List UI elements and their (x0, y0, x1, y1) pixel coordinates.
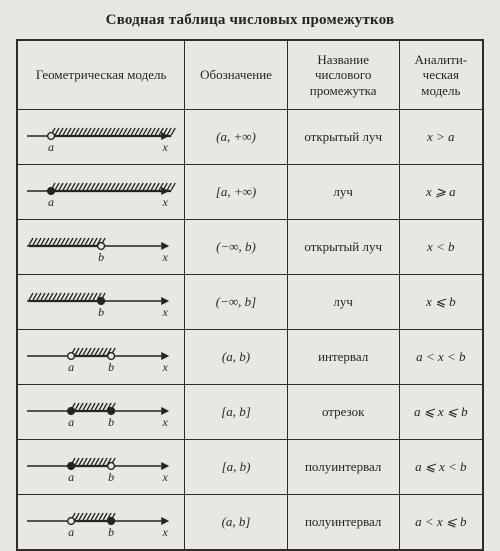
table-row: ax(a, +∞)открытый лучx > a (17, 110, 483, 165)
axis-point-label: a (48, 196, 54, 208)
interval-name: открытый луч (287, 110, 399, 165)
table-row: bx(−∞, b]лучx ⩽ b (17, 275, 483, 330)
axis-point-label: a (68, 361, 74, 373)
geom-model: bx (17, 275, 185, 330)
geom-model: ax (17, 110, 185, 165)
geom-model: abx (17, 330, 185, 385)
axis-point-label: a (48, 141, 54, 153)
axis-variable-label: x (163, 251, 168, 263)
intervals-table: Геометрическая модель Обозначение Назван… (16, 39, 484, 551)
axis-point-label: b (108, 526, 114, 538)
interval-name: луч (287, 165, 399, 220)
axis-variable-label: x (163, 196, 168, 208)
analytic-model: x > a (399, 110, 483, 165)
interval-notation: (a, +∞) (185, 110, 288, 165)
interval-name: полуинтервал (287, 440, 399, 495)
interval-notation: [a, b) (185, 440, 288, 495)
axis-variable-label: x (163, 526, 168, 538)
interval-name: открытый луч (287, 220, 399, 275)
axis-point-label: b (108, 361, 114, 373)
analytic-model: a ⩽ x ⩽ b (399, 385, 483, 440)
interval-name: интервал (287, 330, 399, 385)
interval-name: полуинтервал (287, 495, 399, 551)
geom-model: bx (17, 220, 185, 275)
geom-model: abx (17, 495, 185, 551)
table-row: a b x (a, b)интервалa < x < b (17, 330, 483, 385)
interval-notation: [a, b] (185, 385, 288, 440)
analytic-model: a < x ⩽ b (399, 495, 483, 551)
interval-notation: (a, b] (185, 495, 288, 551)
axis-point-label: a (68, 471, 74, 483)
interval-name: луч (287, 275, 399, 330)
analytic-model: x ⩾ a (399, 165, 483, 220)
header-analytic: Аналити- ческая модель (399, 40, 483, 110)
interval-notation: (a, b) (185, 330, 288, 385)
interval-name: отрезок (287, 385, 399, 440)
geom-model: ax (17, 165, 185, 220)
axis-point-label: a (68, 526, 74, 538)
analytic-model: a ⩽ x < b (399, 440, 483, 495)
axis-point-label: b (98, 251, 104, 263)
table-row: bx(−∞, b)открытый лучx < b (17, 220, 483, 275)
interval-notation: (−∞, b] (185, 275, 288, 330)
header-name: Название числового промежутка (287, 40, 399, 110)
analytic-model: x ⩽ b (399, 275, 483, 330)
header-notation: Обозначение (185, 40, 288, 110)
axis-variable-label: x (163, 471, 168, 483)
axis-point-label: b (108, 416, 114, 428)
interval-notation: (−∞, b) (185, 220, 288, 275)
analytic-model: a < x < b (399, 330, 483, 385)
table-row: ax[a, +∞)лучx ⩾ a (17, 165, 483, 220)
axis-variable-label: x (163, 416, 168, 428)
geom-model: abx (17, 385, 185, 440)
table-row: a b x (a, b]полуинтервалa < x ⩽ b (17, 495, 483, 551)
interval-notation: [a, +∞) (185, 165, 288, 220)
header-geom: Геометрическая модель (17, 40, 185, 110)
geom-model: abx (17, 440, 185, 495)
axis-variable-label: x (163, 306, 168, 318)
axis-point-label: b (108, 471, 114, 483)
axis-variable-label: x (163, 141, 168, 153)
axis-point-label: a (68, 416, 74, 428)
table-row: a b x [a, b]отрезокa ⩽ x ⩽ b (17, 385, 483, 440)
analytic-model: x < b (399, 220, 483, 275)
axis-variable-label: x (163, 361, 168, 373)
page-title: Сводная таблица числовых промежутков (16, 12, 484, 29)
axis-point-label: b (98, 306, 104, 318)
table-row: a b x [a, b)полуинтервалa ⩽ x < b (17, 440, 483, 495)
table-header-row: Геометрическая модель Обозначение Назван… (17, 40, 483, 110)
